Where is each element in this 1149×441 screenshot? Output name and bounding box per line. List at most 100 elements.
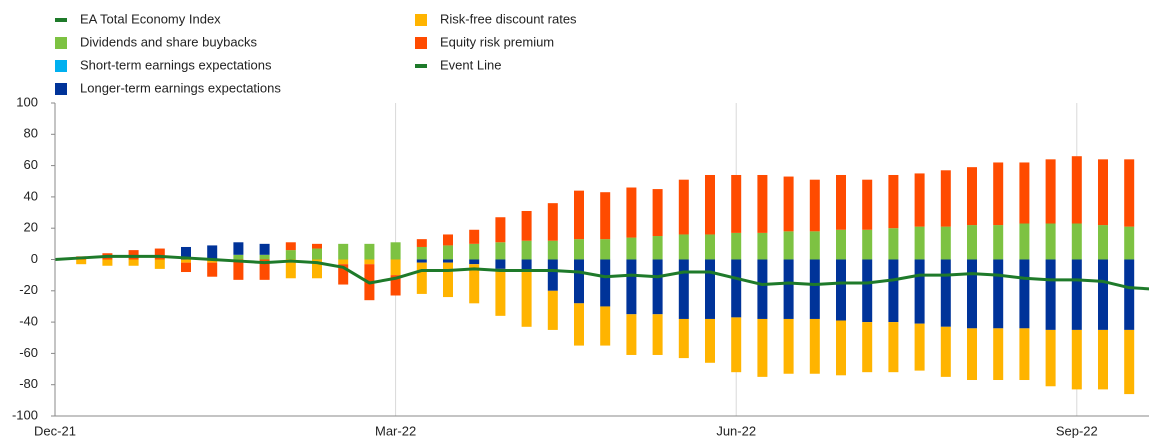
bar [652,259,663,315]
bar [705,259,715,319]
bar [574,190,584,240]
bar [154,248,165,260]
legend-swatch [415,37,427,49]
bar [102,259,113,266]
bar [469,243,480,260]
bar [783,318,794,374]
bar [207,245,218,260]
bar [705,318,715,363]
bar [1045,329,1056,387]
bar [443,234,453,246]
bar [1098,259,1108,330]
bar [914,323,925,371]
bar [1098,159,1108,226]
bar [574,239,584,260]
bar [128,259,139,266]
bar [993,328,1004,381]
bar [495,217,506,243]
bar [993,259,1004,329]
bar [312,259,322,279]
bar [731,317,742,373]
bar [652,314,663,355]
y-tick-label: 100 [16,94,38,109]
bar [469,229,480,244]
legend-swatch [55,60,67,72]
bar [338,243,349,260]
bar [967,328,977,381]
bar [574,259,584,304]
bar [259,254,270,260]
bar [678,318,689,359]
bar [705,234,715,260]
x-tick-label: Jun-22 [716,423,756,438]
bar [443,259,453,263]
y-tick-label: -100 [12,407,38,422]
legend-label: Short-term earnings expectations [80,57,272,72]
bar [626,314,637,355]
bar [495,259,506,269]
bar [338,259,349,265]
bar [705,174,715,235]
legend-label: Risk-free discount rates [440,11,577,26]
y-tick-label: -20 [19,282,38,297]
bar [940,170,951,227]
bar [233,259,244,280]
axes: -100 -80 -60 -40 -20 0 20 40 60 80 100 Dec-21 Mar-22… [12,94,1149,438]
bar [862,259,873,323]
bar [600,259,611,307]
bar [757,259,768,319]
bar [547,290,558,330]
bar [547,203,558,241]
bar [416,246,427,260]
bar [521,210,532,241]
y-tick-label: 40 [24,188,38,203]
legend-swatch [415,14,427,26]
bar [757,174,768,233]
bar [312,248,322,260]
bar [1098,329,1108,390]
bar [862,322,873,373]
bar [233,242,244,255]
bar [1019,259,1030,329]
bar [259,243,270,255]
bar [1124,329,1135,395]
bar [600,239,611,260]
bar [1045,223,1056,260]
bar [1124,259,1135,330]
bar [914,173,925,227]
bar [495,242,506,260]
bar [809,259,820,319]
bar [940,259,951,327]
bar [967,225,977,260]
bar [967,167,977,226]
bar [836,259,846,321]
bar [783,231,794,260]
bar [626,259,637,315]
x-tick-label: Dec-21 [34,423,76,438]
bar [914,226,925,260]
bar [731,232,742,260]
y-tick-label: -80 [19,376,38,391]
bar [207,259,218,263]
bar [1045,159,1056,224]
legend-label: Longer-term earnings expectations [80,80,281,95]
bar [836,229,846,260]
y-tick-label: -60 [19,345,38,360]
bar [731,259,742,318]
legend-label: EA Total Economy Index [80,11,221,26]
bar [76,259,87,265]
line [55,254,1149,291]
bar [862,229,873,260]
bar [1019,162,1030,224]
bar [128,250,139,260]
bar [888,259,899,323]
bar [285,250,296,260]
bar [338,264,349,285]
bar [1019,328,1030,381]
bar [1124,226,1135,260]
bar [547,240,558,260]
legend-label: Dividends and share buybacks [80,34,258,49]
bar [652,189,663,237]
bar [1045,259,1056,330]
y-tick-label: -40 [19,314,38,329]
